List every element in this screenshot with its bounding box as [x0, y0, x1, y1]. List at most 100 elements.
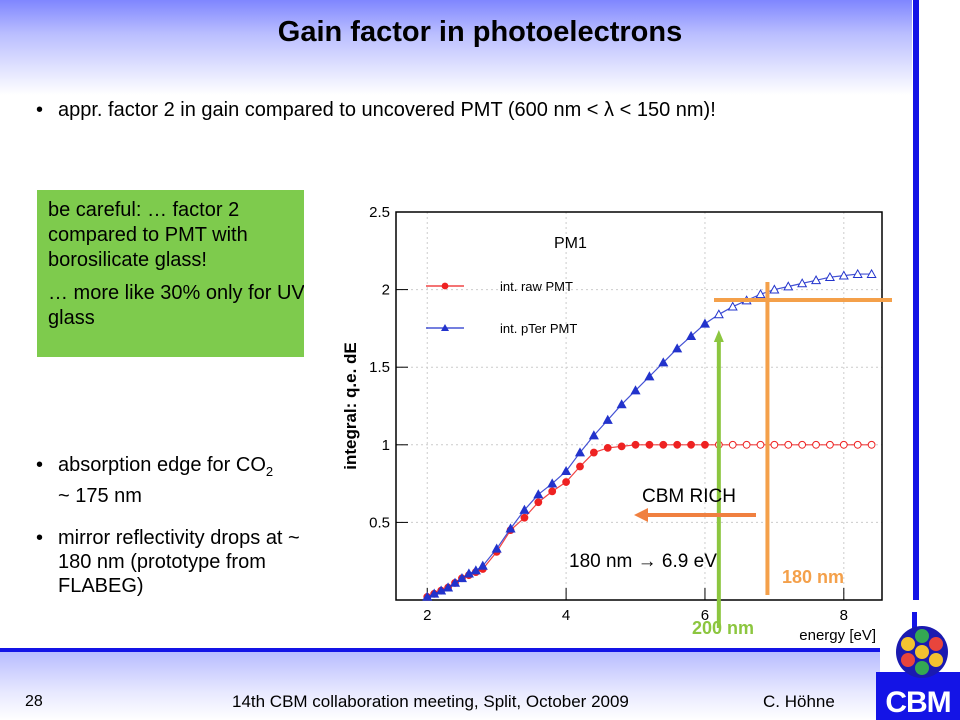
pter-pmt-point [713, 309, 724, 319]
pter-pmt-point [574, 447, 586, 457]
pter-pmt-point [630, 385, 641, 395]
chart-series [422, 268, 877, 601]
conversion-label: 180 nm → 6.9 eV [569, 551, 717, 572]
pter-pmt-point [866, 268, 877, 278]
chart-legend: int. raw PMT int. pTer PMT [426, 279, 577, 336]
x-tick-label: 8 [840, 607, 848, 624]
y-tick-label: 2 [382, 282, 390, 299]
bullet-absorption-main: absorption edge for CO [58, 454, 266, 476]
logo-cell [929, 653, 943, 667]
x-tick-label: 6 [701, 607, 709, 624]
pter-pmt-point [505, 523, 516, 533]
legend-marker [441, 324, 449, 331]
footer-band [0, 652, 880, 720]
pter-pmt-point [672, 343, 683, 353]
cbm-rich-label: CBM RICH [642, 486, 736, 507]
legend-label: int. pTer PMT [500, 321, 577, 336]
pter-pmt-point [602, 414, 613, 424]
pter-pmt-point [644, 371, 655, 381]
footer-meeting: 14th CBM collaboration meeting, Split, O… [232, 692, 629, 711]
chart-background [304, 190, 896, 648]
raw-pmt-point [673, 440, 682, 449]
note-line-2: … more like 30% only for UV glass [48, 282, 305, 329]
raw-pmt-point [784, 440, 793, 449]
y-tick-label: 1.5 [369, 359, 390, 376]
pter-pmt-point [463, 568, 474, 578]
bullet-marker: • [36, 99, 44, 121]
page-number: 28 [25, 693, 43, 710]
top-bullet-text: appr. factor 2 in gain compared to uncov… [58, 99, 716, 121]
pter-pmt-point [783, 281, 794, 291]
nm180-label: 180 nm [782, 567, 844, 587]
pter-pmt-point [429, 588, 440, 598]
pter-pmt-point [449, 577, 461, 587]
raw-pmt-point [645, 440, 654, 449]
cbm-rich-arrowhead [634, 508, 648, 522]
legend-label: int. raw PMT [500, 279, 573, 294]
raw-pmt-point [812, 440, 820, 449]
plot-frame [395, 211, 883, 601]
raw-pmt-point [867, 440, 876, 449]
pter-pmt-point [810, 275, 822, 285]
pter-pmt-point [838, 270, 849, 280]
logo-plate [876, 672, 960, 720]
raw-pmt-point [742, 440, 751, 449]
raw-pmt-point [687, 440, 695, 449]
pter-pmt-point [422, 591, 433, 601]
pter-pmt-point [588, 430, 599, 440]
raw-pmt-point [853, 440, 862, 449]
raw-pmt-point [617, 442, 626, 451]
logo-stem [912, 612, 917, 634]
slide-title: Gain factor in photoelectrons [277, 16, 683, 48]
pter-pmt-point [456, 573, 468, 583]
green-arrowhead [713, 330, 724, 342]
raw-pmt-point [631, 440, 640, 449]
bullet-marker: • [36, 454, 44, 476]
pter-pmt-point [769, 284, 780, 294]
pter-pmt-point [852, 268, 863, 278]
logo-cell [915, 629, 929, 643]
co2-subscript: 2 [265, 464, 274, 479]
pter-pmt-point [658, 357, 669, 367]
pter-pmt-point [727, 301, 738, 311]
pter-pmt-point [533, 489, 544, 499]
cbm-logo [876, 612, 960, 720]
y-tick-label: 0.5 [369, 514, 390, 531]
pter-pmt-point [519, 504, 530, 514]
chart-panel: 2 4 6 8 0.5 1 1.5 2 2.5 PM1 integral: q.e. dE en… [304, 190, 896, 648]
raw-pmt-point [576, 462, 584, 471]
nm200-label: 200 nm [692, 618, 754, 638]
pter-pmt-point [699, 318, 711, 328]
chart-annotations: CBM RICH 180 nm → 6.9 eV 180 nm 200 nm [569, 282, 892, 638]
legend-marker [441, 282, 449, 290]
raw-pmt-point [603, 444, 612, 452]
pter-pmt-point [547, 478, 558, 488]
pter-pmt-point [561, 465, 572, 476]
x-axis-label: energy [eV] [799, 627, 876, 644]
y-tick-label: 1 [382, 437, 390, 454]
footer-rule [0, 648, 880, 654]
x-tick-label: 2 [423, 607, 431, 624]
y-tick-label: 2.5 [369, 204, 390, 221]
footer-author: C. Höhne [763, 692, 835, 711]
raw-pmt-point [534, 498, 543, 507]
raw-pmt-point [589, 448, 598, 457]
logo-text: CBM [885, 686, 951, 719]
raw-pmt-point [659, 440, 668, 449]
chart-svg: 2 4 6 8 0.5 1 1.5 2 2.5 PM1 integral: q.e. dE en… [304, 190, 896, 648]
axis-ticks: 2 4 6 8 0.5 1 1.5 2 2.5 [369, 204, 848, 624]
logo-cell [901, 637, 915, 651]
raw-pmt-point [839, 440, 848, 449]
raw-pmt-point [728, 440, 737, 449]
pter-pmt-point [824, 271, 835, 282]
bullet-marker: • [36, 527, 44, 549]
raw-pmt-point [798, 440, 807, 449]
y-axis-label: integral: q.e. dE [341, 342, 360, 470]
pter-pmt-point [797, 278, 808, 288]
note-line-1: be careful: … factor 2 compared to PMT w… [48, 199, 248, 271]
logo-cell [915, 645, 929, 659]
pter-pmt-point [686, 330, 697, 341]
raw-pmt-point [520, 513, 529, 522]
pter-pmt-point [436, 585, 447, 595]
raw-pmt-point [770, 440, 779, 449]
